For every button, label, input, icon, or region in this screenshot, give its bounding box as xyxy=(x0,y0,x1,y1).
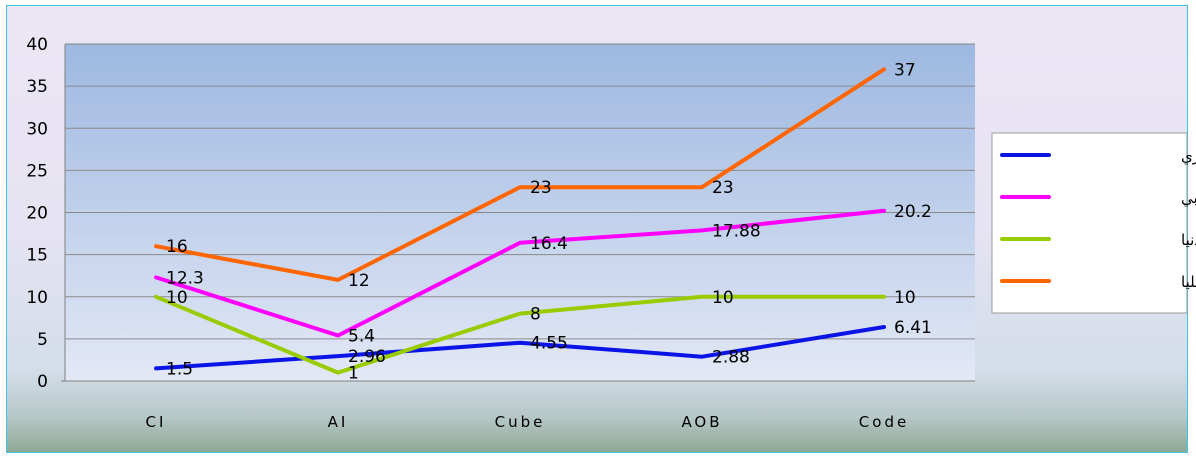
x-tick-label: AI xyxy=(328,413,349,431)
data-label: 1 xyxy=(348,364,359,384)
legend-label: المتوسط الحسابي xyxy=(1181,189,1196,208)
y-tick-label: 25 xyxy=(26,161,48,181)
series-line xyxy=(154,294,886,375)
x-tick-label: Code xyxy=(859,413,909,431)
x-tick-label: Cube xyxy=(495,413,546,431)
legend-label: الانحراف المعياري xyxy=(1181,147,1196,166)
data-label: 10 xyxy=(894,288,916,308)
data-label: 16 xyxy=(166,237,188,257)
data-label: 2.96 xyxy=(348,347,386,367)
y-tick-label: 35 xyxy=(26,77,48,97)
y-tick-label: 40 xyxy=(26,35,48,55)
y-tick-label: 5 xyxy=(37,330,48,350)
data-label: 10 xyxy=(166,288,188,308)
y-tick-label: 0 xyxy=(37,372,48,392)
data-label: 12.3 xyxy=(166,268,204,288)
data-label: 2.88 xyxy=(712,348,750,368)
series-line xyxy=(154,208,886,338)
y-tick-label: 15 xyxy=(26,246,48,266)
data-label: 4.55 xyxy=(530,334,568,354)
series-line xyxy=(154,325,886,371)
data-label: 8 xyxy=(530,305,541,325)
data-label: 10 xyxy=(712,288,734,308)
x-tick-label: AOB xyxy=(681,413,722,431)
legend-label: المجموعات العليا xyxy=(1181,273,1196,291)
data-label: 1.5 xyxy=(166,359,193,379)
y-tick-label: 20 xyxy=(26,204,48,224)
legend-label: المجموعات الدنيا xyxy=(1181,231,1196,249)
data-label: 16.4 xyxy=(530,234,568,254)
x-tick-label: CI xyxy=(146,413,167,431)
data-label: 20.2 xyxy=(894,202,932,222)
data-label: 23 xyxy=(712,178,734,198)
legend-box xyxy=(991,132,1188,314)
data-label: 23 xyxy=(530,178,552,198)
data-label: 12 xyxy=(348,271,370,291)
y-tick-label: 10 xyxy=(26,288,48,308)
data-label: 17.88 xyxy=(712,221,761,241)
series-line xyxy=(154,67,886,282)
data-label: 37 xyxy=(894,60,916,80)
y-tick-label: 30 xyxy=(26,119,48,139)
data-label: 5.4 xyxy=(348,327,375,347)
data-label: 6.41 xyxy=(894,318,932,338)
